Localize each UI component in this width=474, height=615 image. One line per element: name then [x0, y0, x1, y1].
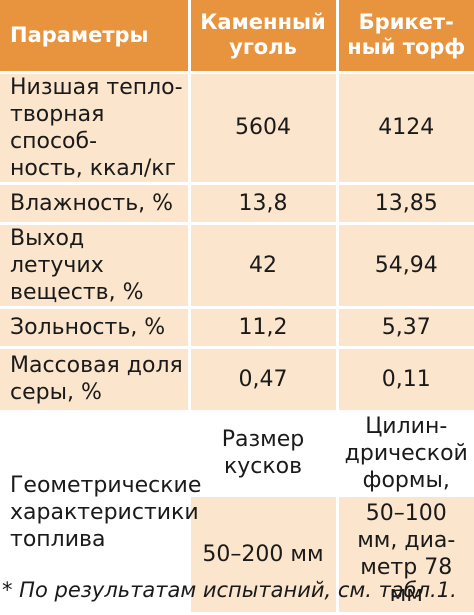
header-coal: Каменный уголь — [189, 0, 339, 74]
geometry-row-top: Геометрические характеристики топлива Разм… — [0, 411, 474, 615]
coal-value: 13,8 — [189, 183, 339, 225]
header-row: Параметры Каменный уголь Брикет-ный торф — [0, 0, 474, 74]
row-label: Зольность, % — [0, 307, 191, 349]
table-row: Зольность, % 11,2 5,37 — [0, 307, 474, 349]
table-row: Влажность, % 13,8 13,85 — [0, 183, 474, 225]
peat-value: 0,11 — [337, 347, 474, 413]
row-label: Выход летучих веществ, % — [0, 223, 191, 309]
coal-geometry-type: Размер кусков — [189, 411, 339, 497]
peat-value: 5,37 — [337, 307, 474, 349]
coal-geometry-size: 50–200 мм — [189, 495, 339, 615]
peat-geometry-type: Цилин-дрической формы, — [337, 411, 474, 497]
table-row: Массовая доля серы, % 0,47 0,11 — [0, 347, 474, 413]
row-label: Влажность, % — [0, 183, 191, 225]
coal-value: 42 — [189, 223, 339, 309]
peat-geometry-size: 50–100 мм, диа-метр 78 мм — [337, 495, 474, 615]
coal-value: 11,2 — [189, 307, 339, 349]
header-peat: Брикет-ный торф — [337, 0, 474, 74]
peat-value: 4124 — [337, 72, 474, 185]
geometry-label: Геометрические характеристики топлива — [0, 411, 201, 615]
coal-value: 0,47 — [189, 347, 339, 413]
peat-value: 54,94 — [337, 223, 474, 309]
table-row: Выход летучих веществ, % 42 54,94 — [0, 223, 474, 309]
coal-value: 5604 — [189, 72, 339, 185]
header-parameters: Параметры — [0, 0, 191, 74]
peat-value: 13,85 — [337, 183, 474, 225]
row-label: Низшая тепло-творная способ-ность, ккал/… — [0, 72, 191, 185]
footnote: * По результатам испытаний, см. табл.1. — [2, 578, 457, 602]
row-label: Массовая доля серы, % — [0, 347, 191, 413]
geometry-row-bottom: 50–200 мм 50–100 мм, диа-метр 78 мм — [0, 495, 474, 615]
table-row: Низшая тепло-творная способ-ность, ккал/… — [0, 72, 474, 185]
